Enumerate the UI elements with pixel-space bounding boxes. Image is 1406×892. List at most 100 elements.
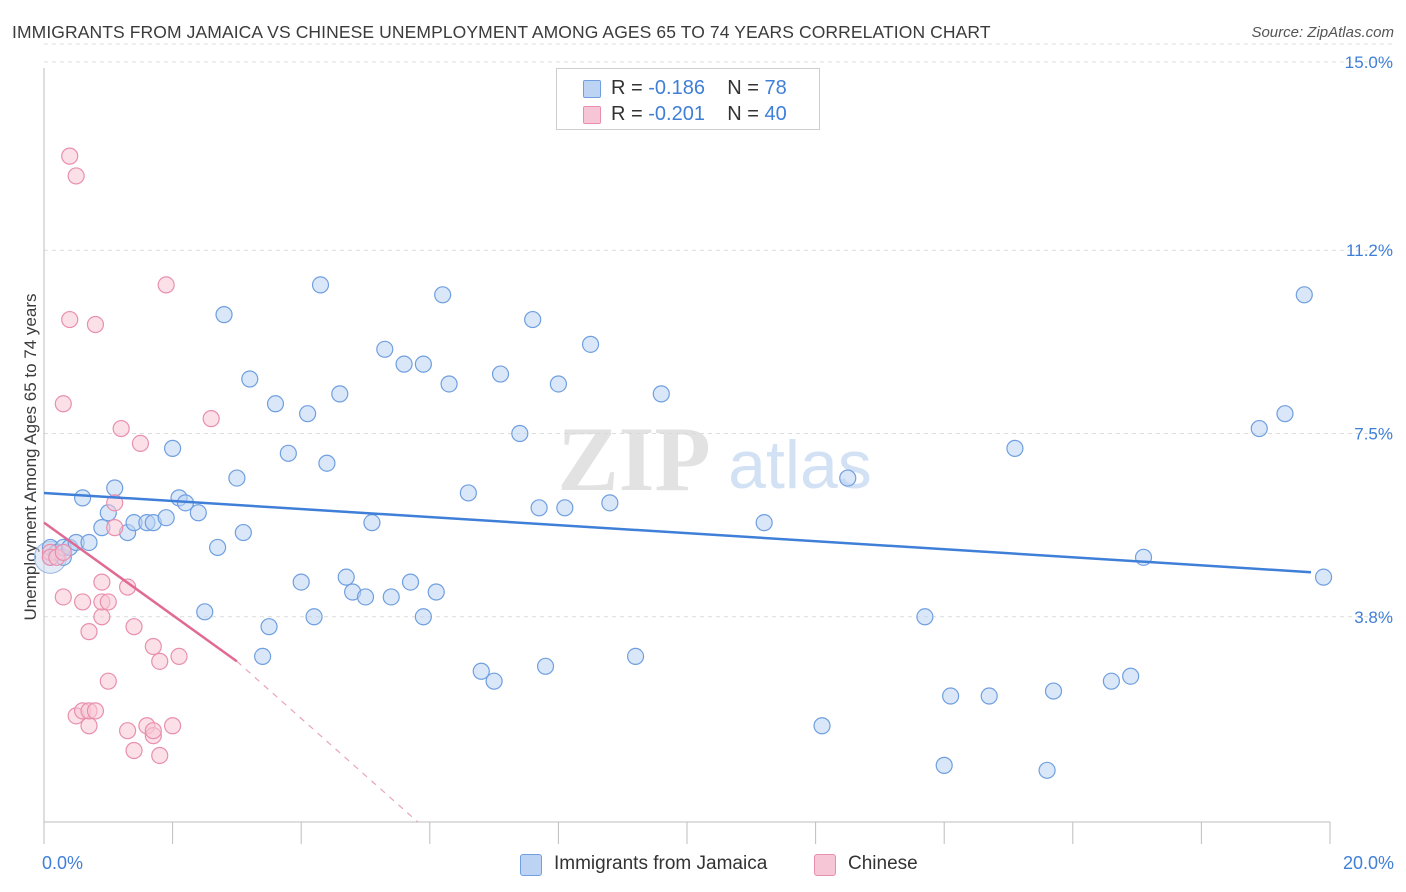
- chinese-point: [106, 519, 124, 537]
- jamaica-point: [485, 672, 503, 690]
- chinese-point: [80, 717, 98, 735]
- jamaica-point: [106, 479, 124, 497]
- chinese-point: [86, 702, 105, 720]
- jamaica-point: [382, 588, 400, 606]
- jamaica-point: [363, 514, 381, 532]
- jamaica-point: [279, 444, 297, 462]
- y-tick-label: 11.2%: [1346, 241, 1393, 260]
- n-value-chinese: 40: [764, 103, 787, 125]
- series-swatch-chinese: [814, 854, 836, 876]
- chinese-point: [151, 652, 169, 670]
- chinese-point: [99, 672, 117, 690]
- watermark-zip: ZIP: [557, 408, 710, 510]
- chinese-point: [144, 637, 162, 656]
- jamaica-point: [260, 618, 278, 636]
- series-swatch-jamaica: [520, 854, 542, 876]
- chinese-point: [99, 593, 117, 611]
- jamaica-point: [292, 573, 310, 591]
- jamaica-point: [241, 370, 259, 388]
- y-tick-label: 7.5%: [1354, 425, 1393, 444]
- jamaica-point: [1038, 761, 1056, 779]
- chinese-point: [61, 310, 79, 329]
- jamaica-point: [935, 756, 953, 774]
- chinese-point: [170, 647, 188, 666]
- jamaica-point: [157, 509, 175, 527]
- jamaica-point: [511, 424, 529, 443]
- jamaica-point: [549, 375, 568, 393]
- jamaica-point: [266, 395, 285, 413]
- chinese-point: [125, 741, 143, 760]
- jamaica-point: [318, 454, 336, 472]
- y-axis-label: Unemployment Among Ages 65 to 74 years: [21, 294, 40, 621]
- jamaica-point: [427, 583, 445, 601]
- jamaica-point: [164, 439, 182, 457]
- chart-source: Source: ZipAtlas.com: [1251, 24, 1394, 41]
- jamaica-point: [337, 568, 355, 586]
- y-tick-label: 15.0%: [1345, 53, 1393, 72]
- chinese-trendline: [43, 521, 238, 663]
- jamaica-point: [491, 365, 510, 383]
- jamaica-point: [376, 340, 394, 358]
- jamaica-point: [254, 647, 272, 666]
- jamaica-point: [556, 499, 574, 517]
- jamaica-point: [311, 276, 330, 294]
- jamaica-point: [581, 335, 600, 353]
- chart-title: IMMIGRANTS FROM JAMAICA VS CHINESE UNEMP…: [12, 22, 991, 42]
- x-tick-label: 0.0%: [42, 853, 83, 873]
- chinese-point: [202, 410, 220, 428]
- chinese-point: [86, 315, 105, 334]
- jamaica-point: [839, 469, 857, 487]
- chinese-point: [144, 722, 162, 740]
- legend-swatch-chinese: [583, 106, 601, 124]
- jamaica-point: [331, 385, 349, 403]
- legend-text-chinese: R = -0.201 N = 40: [611, 103, 787, 126]
- jamaica-point: [1102, 672, 1120, 690]
- watermark-atlas: atlas: [728, 427, 872, 503]
- series-label-chinese: Chinese: [848, 853, 918, 874]
- jamaica-point: [813, 717, 831, 735]
- chinese-point: [131, 434, 150, 453]
- r-label: R =: [611, 103, 643, 125]
- chinese-point: [157, 276, 175, 294]
- r-value-jamaica: -0.186: [648, 77, 705, 99]
- jamaica-point: [305, 608, 323, 626]
- chinese-point: [93, 573, 111, 591]
- chinese-point: [118, 722, 137, 740]
- jamaica-point: [1276, 405, 1294, 423]
- jamaica-point: [395, 355, 413, 373]
- jamaica-point: [440, 375, 458, 393]
- y-tick-label: 3.8%: [1354, 608, 1393, 627]
- chinese-point: [112, 419, 130, 438]
- jamaica-point: [215, 306, 233, 324]
- chinese-point: [67, 167, 85, 185]
- r-value-chinese: -0.201: [648, 103, 705, 125]
- jamaica-point: [652, 385, 670, 403]
- chinese-point: [151, 746, 169, 765]
- jamaica-point: [228, 469, 246, 487]
- n-label: N =: [727, 103, 759, 125]
- r-label: R =: [611, 77, 643, 99]
- jamaica-point: [209, 538, 227, 557]
- x-tick-label: 20.0%: [1343, 853, 1394, 873]
- jamaica-point: [524, 310, 542, 329]
- jamaica-point: [626, 647, 645, 666]
- jamaica-point: [434, 286, 452, 304]
- jamaica-point: [401, 573, 420, 591]
- jamaica-point: [234, 523, 252, 542]
- series-label-jamaica: Immigrants from Jamaica: [554, 853, 768, 874]
- jamaica-point: [755, 514, 773, 532]
- jamaica-point: [299, 405, 317, 423]
- jamaica-point: [530, 499, 548, 517]
- jamaica-point: [1044, 682, 1063, 700]
- jamaica-point: [189, 504, 207, 522]
- jamaica-point: [601, 494, 619, 512]
- chinese-point: [73, 593, 92, 611]
- chinese-point: [164, 717, 182, 735]
- jamaica-point: [536, 657, 555, 675]
- legend-text-jamaica: R = -0.186 N = 78: [611, 77, 787, 100]
- chinese-point: [80, 623, 98, 641]
- chinese-trendline-extension: [236, 660, 419, 823]
- jamaica-point: [414, 608, 432, 626]
- chinese-point: [93, 608, 111, 626]
